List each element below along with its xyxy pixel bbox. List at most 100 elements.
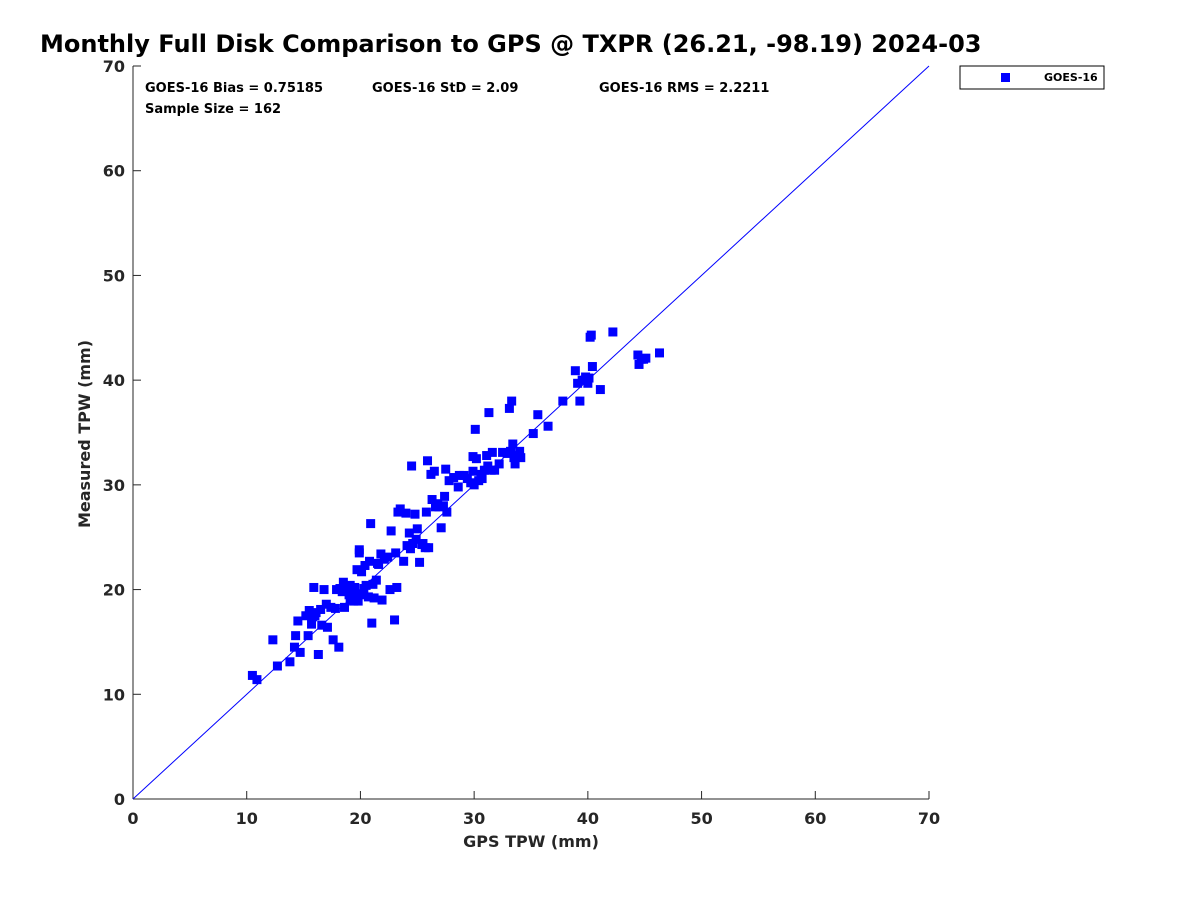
legend-box [959, 65, 1105, 90]
data-point [444, 476, 454, 486]
data-point [337, 587, 347, 597]
data-point [410, 509, 420, 519]
data-point [340, 602, 350, 612]
data-point [350, 582, 360, 592]
data-point [482, 451, 492, 461]
data-point [504, 403, 514, 413]
data-points [247, 327, 664, 685]
data-point [421, 507, 431, 517]
data-point [453, 482, 463, 492]
data-point [558, 396, 568, 406]
data-point [247, 670, 257, 680]
data-point [349, 596, 359, 606]
data-point [595, 385, 605, 395]
data-point [423, 456, 433, 466]
data-point [424, 543, 434, 553]
data-point [570, 366, 580, 376]
data-point [506, 446, 516, 456]
x-tick-label: 40 [577, 809, 599, 828]
data-point [386, 526, 396, 536]
data-point [490, 465, 500, 475]
data-point [366, 519, 376, 529]
data-point [285, 657, 295, 667]
data-point [319, 585, 329, 595]
data-point [383, 552, 393, 562]
bias-stat: GOES-16 Bias = 0.75185 [145, 81, 323, 96]
data-point [361, 580, 371, 590]
data-point [507, 396, 517, 406]
data-point [477, 474, 487, 484]
data-point [351, 589, 361, 599]
data-point [471, 454, 481, 464]
data-point [573, 378, 583, 388]
data-point [289, 642, 299, 652]
data-point [484, 408, 494, 418]
data-point [533, 410, 543, 420]
data-point [587, 362, 597, 372]
x-tick-label: 10 [236, 809, 258, 828]
data-point [295, 647, 305, 657]
data-point [391, 548, 401, 558]
data-point [543, 421, 553, 431]
data-point [317, 620, 327, 630]
x-tick-label: 30 [463, 809, 485, 828]
data-point [376, 549, 386, 559]
data-point [438, 501, 448, 511]
data-point [494, 459, 504, 469]
data-point [392, 582, 402, 592]
y-tick-label: 20 [103, 581, 125, 600]
data-point [411, 534, 421, 544]
data-point [469, 480, 479, 490]
y-tick-label: 40 [103, 371, 125, 390]
data-point [301, 611, 311, 621]
data-point [354, 548, 364, 558]
data-point [415, 557, 425, 567]
y-axis-label: Measured TPW (mm) [75, 340, 94, 528]
data-point [334, 642, 344, 652]
data-point [371, 575, 381, 585]
legend-label: GOES-16 [1044, 71, 1098, 84]
data-point [407, 461, 417, 471]
data-point [487, 447, 497, 457]
data-point [468, 466, 478, 476]
data-point [367, 618, 377, 628]
data-point [377, 595, 387, 605]
data-point [470, 424, 480, 434]
data-point [508, 439, 518, 449]
data-point [304, 606, 314, 616]
legend-marker [1001, 73, 1010, 82]
data-point [316, 604, 326, 614]
data-point [307, 619, 317, 629]
axes: 0 10 20 30 40 50 60 70 0 10 20 30 40 50 60 70 [103, 57, 940, 828]
data-point [528, 429, 538, 439]
data-point [309, 582, 319, 592]
legend: GOES-16 [959, 65, 1105, 90]
data-point [608, 327, 618, 337]
data-point [313, 649, 323, 659]
data-point [395, 504, 405, 514]
data-point [575, 396, 585, 406]
y-tick-label: 50 [103, 266, 125, 285]
y-tick-label: 0 [114, 790, 125, 809]
y-tick-label: 30 [103, 476, 125, 495]
data-point [412, 524, 422, 534]
x-tick-label: 20 [349, 809, 371, 828]
data-point [353, 596, 363, 606]
data-point [586, 330, 596, 340]
data-point [328, 635, 338, 645]
std-stat: GOES-16 StD = 2.09 [372, 81, 518, 96]
data-point [344, 590, 354, 600]
data-point [510, 459, 520, 469]
data-point [363, 592, 373, 602]
data-point [440, 491, 450, 501]
data-point [322, 622, 332, 632]
data-point [516, 453, 526, 463]
data-point [293, 616, 303, 626]
data-point [291, 631, 301, 641]
data-point [369, 593, 379, 603]
data-point [404, 528, 414, 538]
data-point [498, 447, 508, 457]
data-point [345, 580, 355, 590]
data-point [352, 565, 362, 575]
x-tick-label: 70 [918, 809, 940, 828]
